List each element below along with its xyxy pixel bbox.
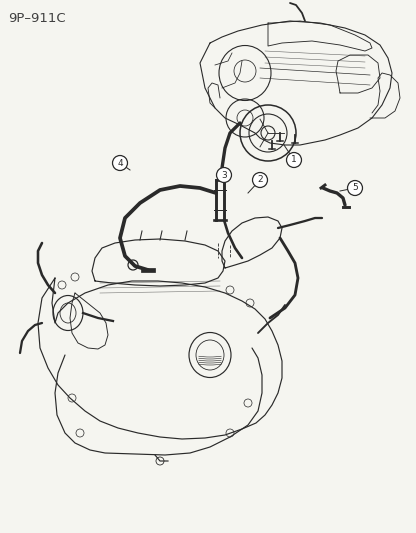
Circle shape <box>287 152 302 167</box>
Text: 5: 5 <box>352 183 358 192</box>
Circle shape <box>216 167 231 182</box>
Circle shape <box>112 156 127 171</box>
Circle shape <box>253 173 267 188</box>
Text: 9P–911C: 9P–911C <box>8 12 66 25</box>
Text: 1: 1 <box>291 156 297 165</box>
Text: 2: 2 <box>257 175 263 184</box>
Text: 3: 3 <box>221 171 227 180</box>
Text: 4: 4 <box>117 158 123 167</box>
Circle shape <box>347 181 362 196</box>
